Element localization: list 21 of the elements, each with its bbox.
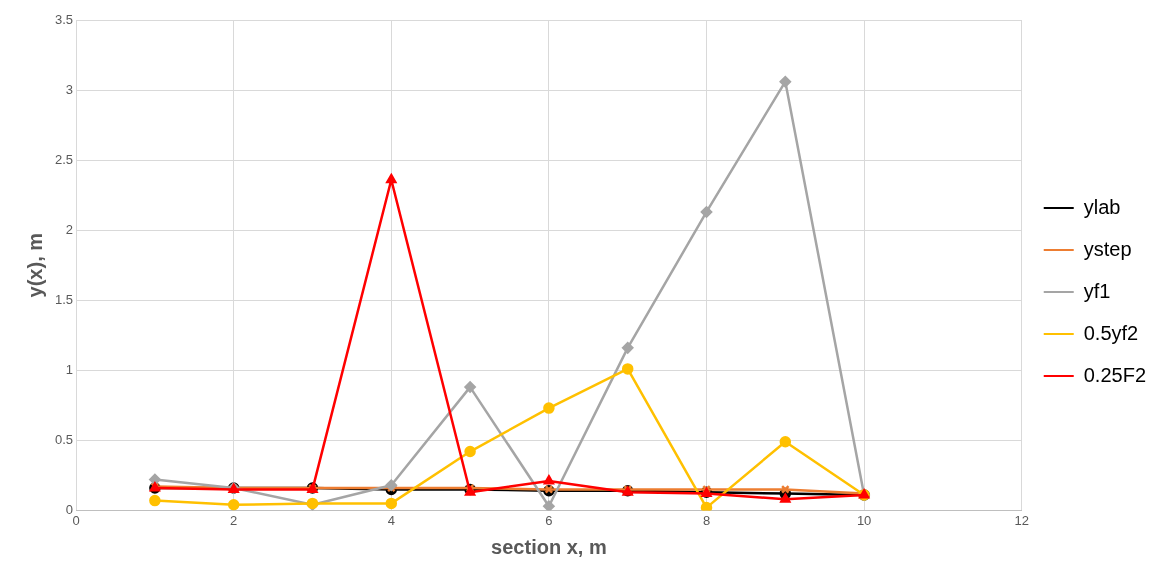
y-axis-title: y(x), m — [23, 232, 46, 298]
y-tick-label: 1 — [65, 361, 74, 377]
legend-label: 0.25F2 — [1083, 363, 1146, 386]
y-tick-label: 2 — [65, 221, 74, 237]
x-tick-label: 6 — [545, 512, 553, 528]
y-tick-label: 0 — [65, 501, 74, 517]
x-tick-label: 4 — [387, 512, 395, 528]
legend-label: yf1 — [1083, 279, 1111, 302]
legend-label: ylab — [1083, 195, 1121, 218]
x-tick-label: 12 — [1014, 512, 1029, 528]
x-tick-label: 8 — [702, 512, 711, 528]
y-tick-label: 1.5 — [54, 291, 74, 307]
x-axis-title: section x, m — [491, 535, 607, 558]
y-tick-label: 3.5 — [54, 11, 74, 27]
x-tick-label: 2 — [230, 512, 238, 528]
y-tick-label: 2.5 — [54, 151, 74, 167]
x-tick-label: 10 — [856, 512, 872, 528]
y-tick-label: 0.5 — [54, 431, 74, 447]
legend-label: 0.5yf2 — [1083, 321, 1139, 344]
legend-label: ystep — [1083, 237, 1132, 260]
y-tick-label: 3 — [65, 81, 74, 97]
